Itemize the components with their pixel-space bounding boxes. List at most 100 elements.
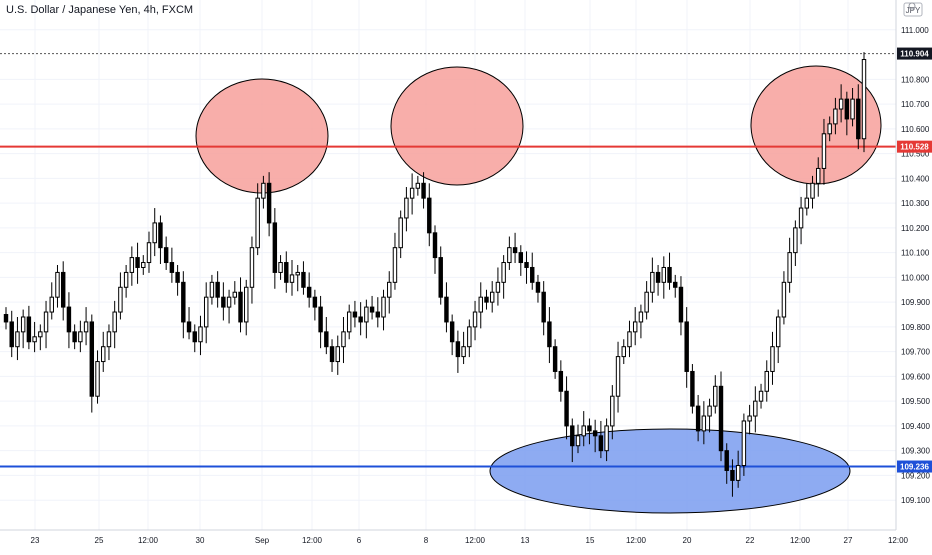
candle-up [747, 415, 752, 422]
candle-down [266, 182, 272, 224]
candle-down [358, 316, 363, 323]
price-tag-support [897, 460, 932, 473]
price-tag-last-price [897, 47, 932, 60]
candle-up [644, 291, 649, 313]
candle-down [592, 430, 598, 437]
candle-down [169, 262, 175, 273]
x-tick-label: 12:00 [138, 536, 159, 545]
candle-down [192, 331, 197, 343]
candle-up [289, 274, 295, 283]
candle-up [604, 425, 609, 452]
candle-up [615, 356, 621, 397]
x-tick-label: 20 [683, 536, 692, 545]
x-tick-label: 12:00 [790, 536, 811, 545]
x-tick-label: 25 [95, 536, 104, 545]
x-tick-label: Sep [255, 536, 270, 545]
zone-support [489, 428, 851, 514]
candle-up [15, 331, 20, 348]
candle-down [655, 271, 661, 283]
candle-up [707, 405, 712, 417]
price-tag-label: 110.528 [900, 143, 929, 152]
candle-down [535, 281, 541, 293]
candle-up [415, 182, 421, 189]
y-tick-label: 109.400 [901, 422, 930, 431]
y-tick-label: 109.200 [901, 471, 930, 480]
candle-down [26, 316, 32, 343]
y-tick-label: 109.300 [901, 447, 930, 456]
candle-down [564, 390, 569, 427]
candle-up [758, 390, 764, 402]
candle-up [787, 252, 792, 283]
zone-resistance [195, 78, 329, 194]
candle-down [695, 405, 701, 432]
candle-down [673, 281, 678, 288]
candle-up [226, 296, 232, 308]
candle-up [335, 346, 340, 363]
candle-down [375, 311, 381, 318]
candle-down [598, 435, 604, 452]
y-tick-label: 109.800 [901, 323, 930, 332]
x-tick-label: 30 [196, 536, 205, 545]
candle-down [512, 247, 518, 254]
candle-down [690, 370, 695, 407]
candle-up [489, 291, 495, 303]
candle-down [438, 257, 443, 298]
candle-up [106, 331, 112, 348]
price-tag-label: 110.904 [900, 50, 929, 59]
candle-down [718, 385, 724, 452]
x-tick-label: 12:00 [465, 536, 486, 545]
y-tick-label: 110.100 [901, 249, 930, 258]
candle-up [123, 271, 129, 288]
candle-down [221, 296, 226, 308]
gear-icon[interactable] [908, 2, 916, 10]
x-tick-label: 12:00 [888, 536, 909, 545]
candle-up [95, 361, 100, 397]
time-axis-panel[interactable] [0, 530, 932, 550]
candle-up [861, 59, 867, 140]
candle-up [146, 242, 152, 264]
candle-down [667, 266, 672, 283]
candle-down [432, 232, 438, 259]
candle-up [472, 311, 478, 328]
x-tick-label: 22 [746, 536, 755, 545]
candle-up [404, 197, 409, 219]
candle-up [627, 331, 632, 348]
candle-down [427, 197, 432, 234]
candle-down [558, 370, 564, 392]
y-tick-label: 109.500 [901, 397, 930, 406]
chart-title: U.S. Dollar / Japanese Yen, 4h, FXCM [6, 4, 194, 16]
candle-down [301, 271, 306, 288]
candle-up [381, 296, 386, 318]
candle-up [261, 182, 266, 199]
candle-down [238, 291, 243, 323]
price-axis-panel[interactable] [896, 0, 932, 530]
zone-resistance [390, 66, 524, 186]
candle-down [552, 346, 558, 372]
candle-up [833, 108, 838, 125]
candle-down [524, 262, 529, 268]
candle-up [581, 425, 586, 437]
candle-down [730, 469, 735, 481]
x-tick-label: 8 [424, 536, 429, 545]
candle-up [409, 187, 415, 199]
candle-up [129, 257, 135, 273]
candle-up [741, 420, 747, 467]
candle-up [295, 271, 300, 276]
candle-up [341, 331, 346, 348]
price-tag-label: 109.236 [900, 463, 929, 472]
candle-up [398, 217, 403, 249]
currency-badge[interactable]: JPY [903, 2, 923, 17]
candle-down [518, 252, 524, 264]
candle-up [32, 336, 37, 343]
candle-up [850, 98, 855, 120]
candle-down [684, 321, 689, 372]
x-tick-label: 15 [586, 536, 595, 545]
candle-up [461, 346, 466, 358]
candle-down [175, 271, 180, 283]
candle-down [352, 311, 358, 318]
candle-up [798, 207, 804, 229]
currency-badge-label: JPY [906, 6, 921, 15]
candle-up [821, 133, 827, 169]
